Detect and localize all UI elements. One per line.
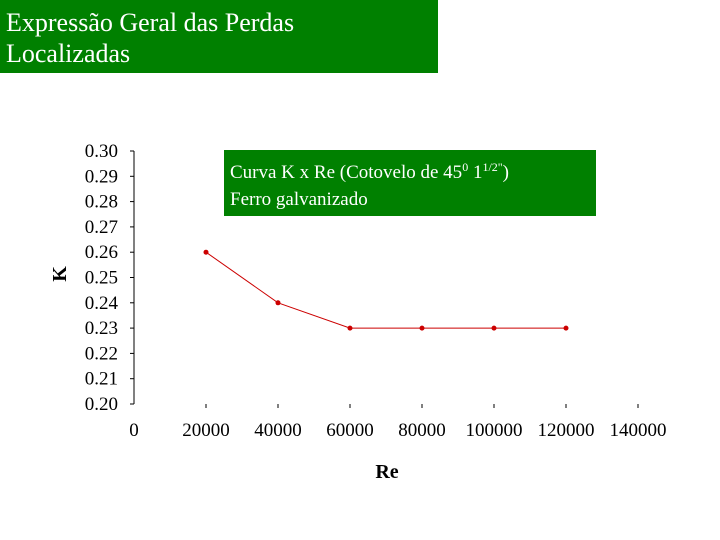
slide-title-line1: Expressão Geral das Perdas — [6, 8, 295, 37]
y-tick-label: 0.24 — [85, 293, 119, 314]
y-tick-label: 0.22 — [85, 343, 118, 364]
data-point — [563, 325, 569, 331]
y-tick-label: 0.20 — [85, 394, 118, 415]
annotation-line1-mid: 1 — [468, 162, 483, 183]
x-tick-label: 20000 — [182, 420, 230, 441]
y-tick-label: 0.25 — [85, 268, 118, 289]
annotation-degree-sup: 0 — [462, 160, 469, 174]
y-tick-label: 0.21 — [85, 369, 118, 390]
x-tick-label: 100000 — [466, 420, 523, 441]
y-tick-label: 0.23 — [85, 318, 118, 339]
y-tick-label: 0.28 — [85, 192, 118, 213]
y-tick-label: 0.27 — [85, 217, 118, 238]
x-axis-label: Re — [375, 461, 399, 483]
y-tick-label: 0.30 — [85, 141, 118, 162]
series-line — [205, 251, 566, 329]
x-tick-label: 140000 — [610, 420, 667, 441]
data-point — [275, 300, 281, 306]
x-tick-label: 120000 — [538, 420, 595, 441]
data-point — [203, 249, 209, 255]
data-point — [491, 325, 497, 331]
data-point — [419, 325, 425, 331]
x-tick-label: 80000 — [398, 420, 446, 441]
annotation-fraction-sup: 1/2" — [482, 160, 503, 174]
data-point — [347, 325, 353, 331]
chart-annotation: Curva K x Re (Cotovelo de 450 11/2") Fer… — [224, 150, 596, 216]
y-axis-label: K — [49, 266, 71, 282]
y-tick-label: 0.26 — [85, 242, 118, 263]
x-tick-label: 60000 — [326, 420, 374, 441]
annotation-line1-text: Curva K x Re (Cotovelo de 45 — [230, 162, 463, 183]
slide-title: Expressão Geral das Perdas Localizadas — [0, 0, 438, 73]
annotation-line1: Curva K x Re (Cotovelo de 450 11/2") — [230, 154, 596, 186]
x-tick-label: 40000 — [254, 420, 302, 441]
x-tick-label: 0 — [129, 420, 139, 441]
annotation-line1-end: ) — [502, 162, 509, 183]
annotation-line2: Ferro galvanizado — [230, 189, 368, 210]
y-tick-label: 0.29 — [85, 166, 118, 187]
slide-title-line2: Localizadas — [6, 39, 131, 68]
